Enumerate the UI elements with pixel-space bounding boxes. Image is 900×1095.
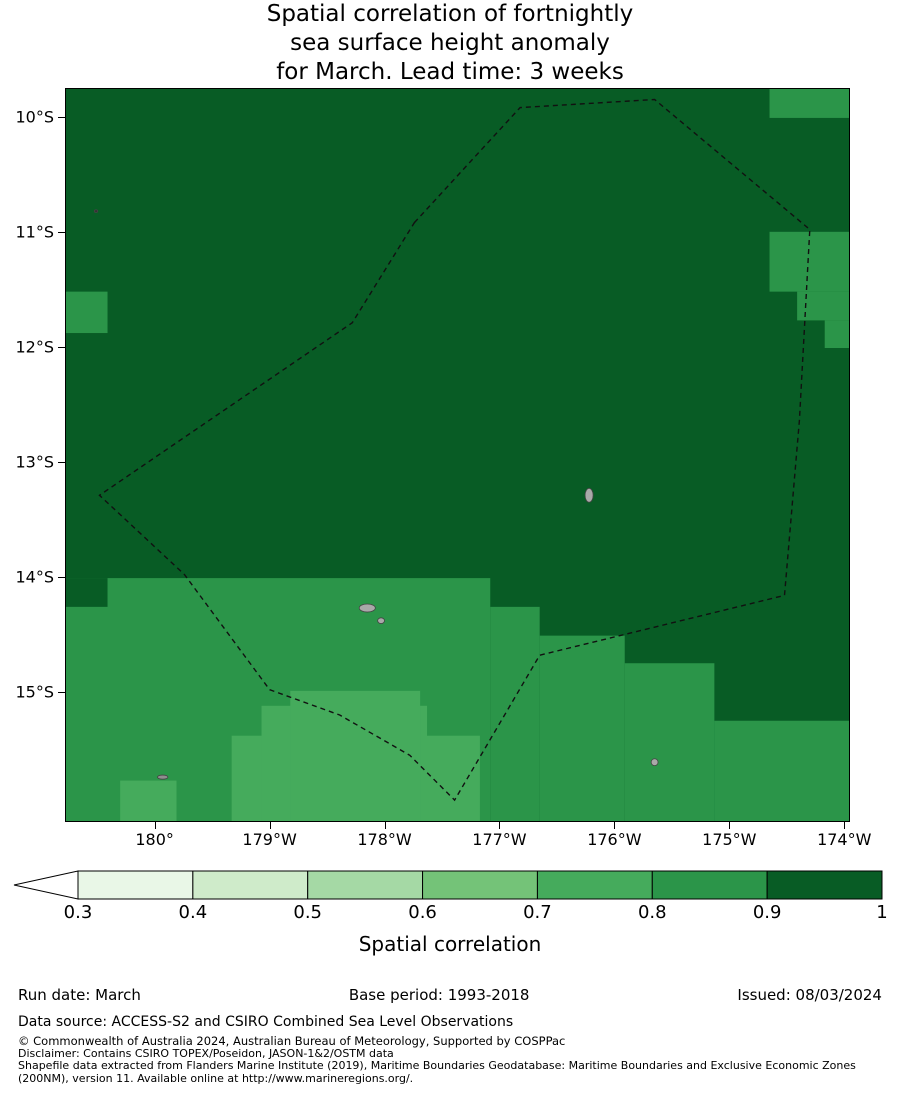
disclaimer-note: Disclaimer: Contains CSIRO TOPEX/Poseido… [18, 1047, 394, 1060]
shapefile-note: Shapefile data extracted from Flanders M… [18, 1059, 856, 1085]
x-tick-mark [269, 822, 271, 829]
colorbar-tick-label: 0.9 [752, 902, 782, 923]
correlation-region [120, 780, 177, 822]
correlation-map [65, 88, 850, 822]
colorbar-tick-label: 0.6 [408, 902, 437, 923]
y-tick-mark [58, 231, 65, 233]
correlation-region [490, 606, 540, 822]
island [377, 617, 385, 624]
correlation-region [290, 690, 421, 822]
y-tick-mark [58, 116, 65, 118]
y-tick-label: 12°S [15, 337, 54, 357]
correlation-region [769, 88, 850, 118]
correlation-region [539, 635, 625, 822]
copyright-note: © Commonwealth of Australia 2024, Austra… [18, 1034, 566, 1048]
colorbar [13, 870, 883, 900]
correlation-region [824, 320, 850, 349]
y-tick-mark [58, 461, 65, 463]
island [157, 774, 169, 780]
island [650, 758, 659, 767]
x-tick-label: 180° [135, 830, 174, 849]
run-date: Run date: March [18, 986, 141, 1004]
colorbar-segment [536, 870, 653, 900]
y-tick-label: 13°S [15, 452, 54, 472]
x-tick-label: 178°W [357, 830, 412, 849]
correlation-region [624, 663, 715, 822]
island [358, 603, 376, 613]
issued-date: Issued: 08/03/2024 [737, 986, 882, 1004]
correlation-region [65, 291, 108, 334]
x-tick-label: 177°W [472, 830, 527, 849]
colorbar-segment [192, 870, 309, 900]
x-tick-label: 175°W [702, 830, 757, 849]
x-tick-label: 176°W [587, 830, 642, 849]
y-tick-label: 15°S [15, 682, 54, 702]
island [584, 487, 594, 503]
colorbar-segment [651, 870, 768, 900]
colorbar-tick-label: 0.7 [523, 902, 552, 923]
island [93, 209, 99, 213]
colorbar-tick-label: 0.5 [293, 902, 323, 923]
x-tick-label: 174°W [817, 830, 872, 849]
correlation-region [65, 578, 108, 607]
data-source: Data source: ACCESS-S2 and CSIRO Combine… [18, 1014, 514, 1030]
metadata-row: Run date: March Base period: 1993-2018 I… [18, 986, 882, 1004]
colorbar-tick-label: 0.3 [63, 902, 93, 923]
colorbar-label: Spatial correlation [358, 932, 542, 956]
colorbar-segment [307, 870, 424, 900]
x-tick-mark [844, 822, 846, 829]
correlation-region [714, 720, 850, 822]
y-tick-mark [58, 691, 65, 693]
base-period: Base period: 1993-2018 [348, 986, 530, 1004]
colorbar-underflow-arrow [13, 870, 79, 900]
x-tick-label: 179°W [242, 830, 297, 849]
colorbar-segment [422, 870, 538, 900]
figure-title: Spatial correlation of fortnightly sea s… [0, 0, 900, 87]
map-border [65, 88, 850, 822]
eez-boundary-line [98, 98, 811, 802]
colorbar-segment [77, 870, 194, 900]
x-tick-mark [154, 822, 156, 829]
title-line-1: Spatial correlation of fortnightly [266, 1, 634, 27]
x-tick-mark [499, 822, 501, 829]
title-line-3: for March. Lead time: 3 weeks [276, 59, 624, 85]
x-tick-mark [614, 822, 616, 829]
y-tick-label: 14°S [15, 567, 54, 587]
colorbar-tick-label: 1 [876, 902, 888, 923]
x-tick-mark [729, 822, 731, 829]
colorbar-segment [766, 870, 883, 900]
y-tick-label: 11°S [15, 222, 54, 242]
y-tick-mark [58, 346, 65, 348]
y-tick-label: 10°S [15, 107, 54, 127]
colorbar-tick-label: 0.8 [637, 902, 667, 923]
y-tick-mark [58, 576, 65, 578]
colorbar-tick-label: 0.4 [178, 902, 208, 923]
title-line-2: sea surface height anomaly [290, 30, 610, 56]
x-tick-mark [384, 822, 386, 829]
